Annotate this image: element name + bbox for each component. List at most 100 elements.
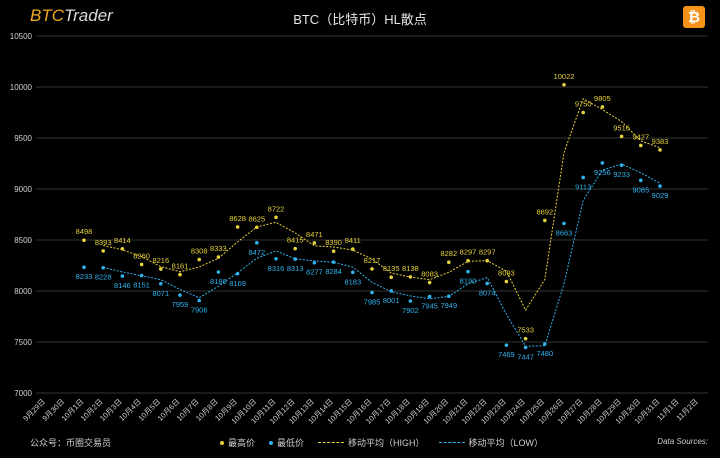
legend-high-dot-icon [220, 440, 224, 445]
y-tick-label: 8000 [14, 287, 32, 296]
data-label: 8228 [95, 273, 112, 282]
chart-title: BTC（比特币）HL散点 [293, 12, 427, 27]
data-label: 8135 [383, 264, 400, 273]
x-tick-label: 11月2日 [674, 397, 699, 422]
data-point [485, 281, 490, 286]
data-point [447, 294, 451, 299]
y-tick-label: 7000 [14, 389, 32, 398]
data-point [523, 336, 528, 341]
data-label: 8625 [248, 214, 265, 223]
data-point [159, 267, 163, 271]
data-label: 9029 [652, 191, 669, 200]
data-label: 9085 [632, 185, 649, 194]
data-point [197, 298, 201, 303]
y-tick-label: 9500 [14, 134, 32, 143]
data-label: 7949 [440, 301, 457, 310]
data-point [139, 262, 144, 267]
data-label: 9233 [613, 170, 630, 179]
data-label: 7469 [498, 350, 515, 359]
data-point [562, 82, 566, 87]
data-label: 7902 [402, 306, 419, 315]
data-label: 8216 [152, 256, 169, 265]
data-point [235, 225, 240, 229]
legend-ma-high-label: 移动平均（HIGH） [348, 438, 425, 448]
data-point [370, 267, 374, 271]
data-point [408, 275, 413, 279]
data-label: 8138 [402, 264, 419, 273]
data-point [466, 258, 470, 263]
data-label: 8297 [460, 248, 477, 257]
data-point [600, 105, 605, 109]
data-point [504, 279, 509, 284]
data-point [120, 274, 125, 278]
data-label: 7533 [517, 326, 534, 335]
data-point [235, 271, 240, 276]
brand-logo: BTCTrader [30, 6, 113, 26]
data-label: 10022 [554, 72, 575, 81]
y-tick-label: 7500 [14, 338, 32, 347]
data-point [274, 215, 278, 220]
data-point [658, 148, 662, 152]
data-point [254, 241, 259, 245]
data-point [658, 184, 662, 188]
data-point [466, 269, 470, 274]
data-point [216, 255, 221, 259]
data-label: 8282 [440, 249, 457, 258]
data-point [389, 275, 394, 280]
data-point [312, 241, 317, 245]
data-label: 8183 [344, 277, 361, 286]
data-point [408, 299, 413, 303]
data-point [504, 343, 509, 347]
data-point [619, 134, 624, 139]
data-label: 8217 [364, 256, 381, 265]
data-point [389, 289, 394, 293]
data-label: 9113 [575, 182, 591, 191]
legend-item-ma-high: 移动平均（HIGH） [318, 436, 425, 449]
data-point [523, 345, 528, 350]
data-point [427, 280, 432, 285]
y-tick-label: 10000 [10, 83, 33, 92]
data-label: 8333 [210, 244, 227, 253]
data-point [619, 163, 624, 168]
data-point [543, 218, 547, 223]
data-label: 7959 [172, 300, 189, 309]
data-point [293, 246, 298, 251]
bitcoin-icon: ₿ [683, 6, 705, 28]
data-point [447, 260, 451, 265]
data-label: 8169 [229, 279, 246, 288]
data-point [293, 257, 298, 261]
legend-item-high: 最高价 [220, 436, 255, 449]
data-point [351, 270, 355, 275]
data-point [101, 265, 105, 270]
data-point [159, 281, 163, 286]
data-label: 8233 [76, 272, 93, 281]
data-label: 8071 [152, 289, 169, 298]
y-tick-label: 9000 [14, 185, 32, 194]
data-label: 8001 [383, 296, 400, 305]
data-label: 8498 [76, 227, 93, 236]
legend-high-label: 最高价 [228, 438, 256, 448]
data-label: 8260 [133, 251, 150, 260]
footer-data-source: Data Sources: [657, 437, 708, 446]
data-label: 7447 [517, 352, 534, 361]
y-tick-label: 10500 [10, 32, 33, 41]
brand-prefix: BTC [30, 6, 64, 25]
legend-ma-high-line-icon [318, 442, 345, 443]
legend-item-low: 最低价 [269, 436, 304, 449]
data-point [312, 260, 317, 265]
data-label: 8083 [421, 270, 438, 279]
data-label: 8663 [556, 228, 573, 237]
data-label: 7985 [364, 298, 381, 307]
data-point [581, 110, 585, 115]
data-point [600, 161, 605, 165]
data-label: 9750 [575, 100, 592, 109]
data-label: 8393 [95, 238, 112, 247]
data-label: 7906 [191, 306, 208, 315]
data-point [178, 293, 182, 297]
data-point [331, 260, 336, 264]
data-point [351, 247, 355, 251]
data-point [178, 272, 182, 277]
data-label: 8313 [287, 264, 304, 273]
